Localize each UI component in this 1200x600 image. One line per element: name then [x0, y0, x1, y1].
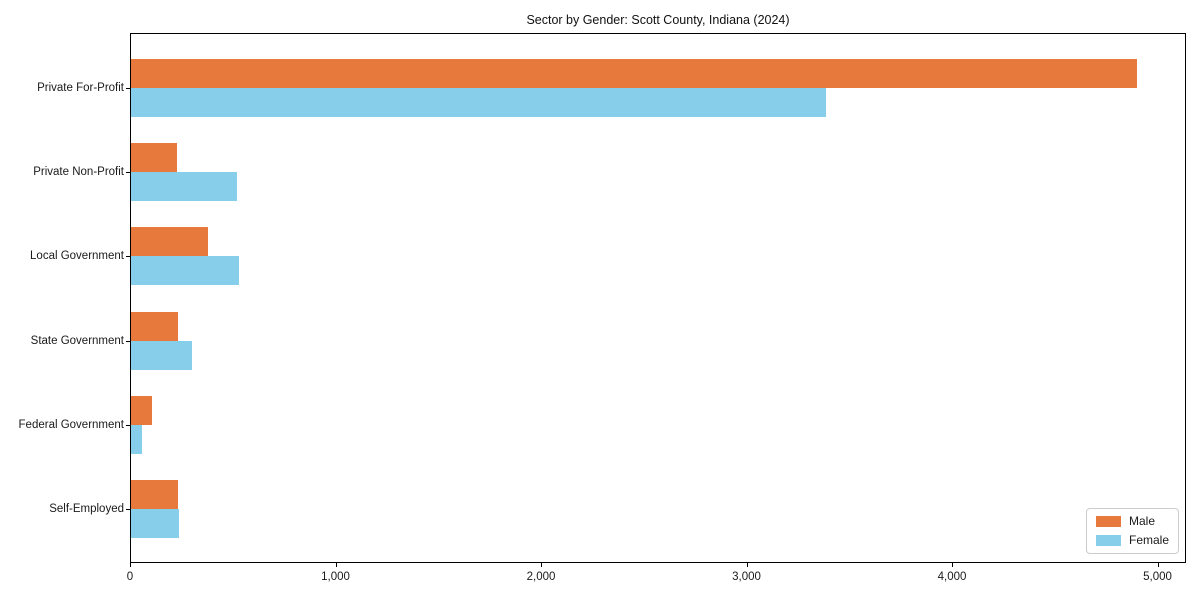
legend-row-male: Male: [1095, 514, 1169, 528]
y-tick-mark: [126, 172, 130, 174]
bar-female-private-non-profit: [131, 172, 237, 202]
bar-male-self-employed: [131, 480, 179, 509]
legend-label-male: Male: [1128, 514, 1155, 528]
x-tick-label: 1,000: [321, 571, 350, 583]
x-tick-mark: [952, 563, 953, 567]
legend: Male Female: [1085, 508, 1179, 554]
x-tick-label: 5,000: [1143, 571, 1172, 583]
bar-female-self-employed: [131, 509, 180, 538]
x-tick-mark: [335, 563, 337, 567]
y-tick-mark: [126, 256, 130, 258]
plot-area: Male Female: [130, 33, 1186, 563]
x-tick-mark: [130, 563, 131, 567]
chart-title: Sector by Gender: Scott County, Indiana …: [526, 13, 790, 27]
x-tick-mark: [746, 563, 748, 567]
y-tick-label: Private For-Profit: [37, 82, 124, 94]
x-tick-label: 2,000: [526, 571, 556, 583]
x-tick-label: 4,000: [937, 571, 967, 583]
legend-swatch-male: [1095, 516, 1121, 527]
bar-male-private-non-profit: [131, 143, 178, 173]
y-tick-label: State Government: [30, 334, 124, 347]
bar-male-state-government: [131, 311, 179, 341]
y-tick-label: Local Government: [30, 250, 124, 263]
bar-male-local-government: [131, 227, 209, 257]
x-tick-label: 0: [126, 571, 134, 583]
bar-female-federal-government: [131, 424, 143, 454]
legend-swatch-female: [1095, 535, 1121, 546]
y-tick-mark: [126, 88, 130, 89]
x-tick-mark: [541, 563, 542, 567]
bar-male-federal-government: [131, 395, 152, 425]
y-tick-label: Federal Government: [18, 418, 124, 431]
y-tick-mark: [126, 509, 130, 510]
y-tick-label: Private Non-Profit: [33, 166, 124, 179]
x-tick-label: 3,000: [732, 571, 761, 583]
bar-male-private-for-profit: [131, 59, 1137, 88]
legend-row-female: Female: [1095, 533, 1169, 547]
bar-female-state-government: [131, 340, 192, 370]
y-tick-mark: [126, 424, 130, 426]
legend-label-female: Female: [1128, 533, 1169, 547]
bar-female-private-for-profit: [131, 88, 826, 117]
x-tick-mark: [1157, 563, 1159, 567]
y-tick-mark: [126, 340, 130, 342]
bar-female-local-government: [131, 256, 239, 286]
y-tick-label: Self-Employed: [49, 503, 124, 515]
